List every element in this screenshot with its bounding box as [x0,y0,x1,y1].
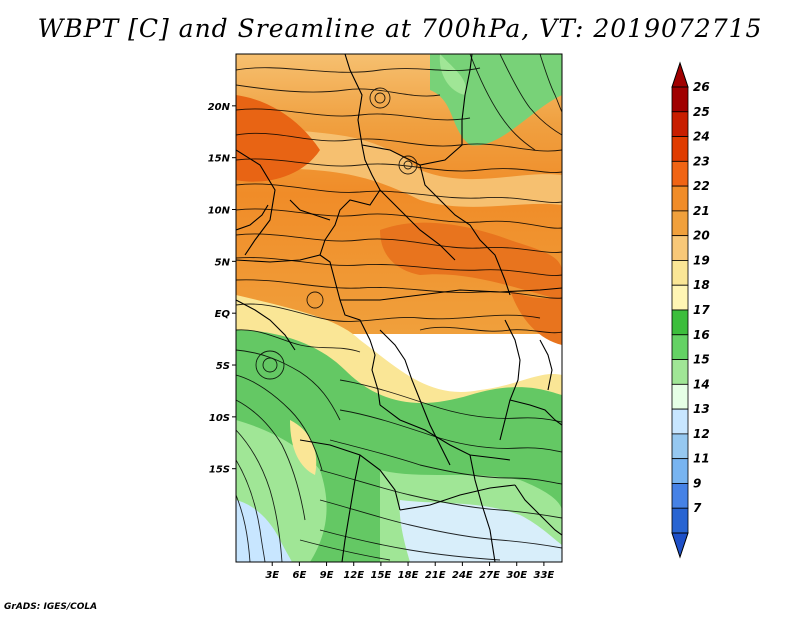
y-tick-label: 20N [208,102,231,113]
x-tick-label: 15E [371,570,392,581]
colorbar-swatch [671,86,689,113]
y-tick-label: EQ [215,309,231,320]
x-tick-label: 3E [265,570,279,581]
colorbar-boxes [671,86,689,534]
colorbar-swatch [671,383,689,410]
x-tick-label: 12E [343,570,364,581]
colorbar-swatch [671,185,689,212]
colorbar-label: 11 [693,452,710,466]
y-tick-label: 15N [208,154,231,165]
colorbar-top-arrow [671,61,689,88]
colorbar-swatch [671,160,689,187]
y-tick-label: 10N [208,206,231,217]
colorbar-swatch [671,309,689,336]
colorbar-label: 26 [693,80,710,94]
x-tick-label: 33E [534,570,555,581]
region-cool-north-patch [439,54,466,95]
colorbar-swatch [671,210,689,237]
x-tick-label: 9E [320,570,334,581]
colorbar-label: 16 [693,328,710,342]
streamlines [236,54,562,562]
colorbar-swatch [671,136,689,162]
chart-title: WBPT [C] and Sreamline at 700hPa, VT: 20… [37,14,763,43]
colorbar-label: 20 [693,229,710,243]
region-cool-northeast [430,54,562,146]
colorbar-swatch [671,433,689,460]
colorbar-swatch [671,507,689,534]
colorbar-swatch [671,483,689,509]
y-axis-ticks: 20N 15N 10N 5N EQ 5S 10S 15S [208,102,236,476]
y-tick-label: 5N [215,257,231,268]
colorbar-label: 17 [693,303,710,317]
region-lightblue-west [236,500,292,562]
colorbar-bottom-arrow [671,532,689,559]
colorbar-label: 12 [693,427,710,441]
colorbar-swatch [671,111,689,137]
colorbar: 26 25 24 23 22 21 20 19 18 17 16 15 14 13 12 11 9 7 [671,61,710,559]
x-tick-label: 24E [452,570,473,581]
x-tick-label: 27E [479,570,500,581]
y-tick-label: 15S [209,465,230,476]
map-fill [236,54,562,562]
colorbar-label: 22 [693,179,710,193]
x-tick-label: 6E [292,570,306,581]
colorbar-label: 19 [693,253,710,267]
colorbar-swatch [671,334,689,360]
colorbar-label: 9 [693,476,701,490]
colorbar-label: 18 [693,278,710,292]
colorbar-swatch [671,235,689,261]
y-tick-label: 10S [209,413,230,424]
colorbar-swatch [671,458,689,484]
colorbar-swatch [671,260,689,286]
region-hot-west [236,95,320,182]
colorbar-label: 24 [693,130,710,144]
country-borders [236,54,562,562]
colorbar-swatch [671,284,689,311]
colorbar-swatch [671,408,689,435]
x-axis-ticks: 3E 6E 9E 12E 15E 18E 21E 24E 27E 30E 33E [265,562,554,581]
x-tick-label: 21E [425,570,446,581]
map-frame [235,53,563,563]
colorbar-label: 14 [693,377,710,391]
colorbar-label: 15 [693,353,710,367]
grads-credit: GrADS: IGES/COLA [4,602,98,612]
colorbar-label: 7 [693,501,702,515]
colorbar-label: 25 [693,105,710,119]
region-lightblue-south [399,500,562,562]
x-tick-label: 30E [506,570,527,581]
region-hot-center [380,222,562,300]
x-tick-label: 18E [398,570,419,581]
colorbar-label: 23 [693,154,710,168]
colorbar-swatch [671,359,689,385]
colorbar-label: 21 [693,204,710,218]
y-tick-label: 5S [216,361,230,372]
region-pale-south-patch [290,420,317,475]
colorbar-labels: 26 25 24 23 22 21 20 19 18 17 16 15 14 13 12 11 9 7 [693,80,710,515]
colorbar-label: 13 [693,402,710,416]
